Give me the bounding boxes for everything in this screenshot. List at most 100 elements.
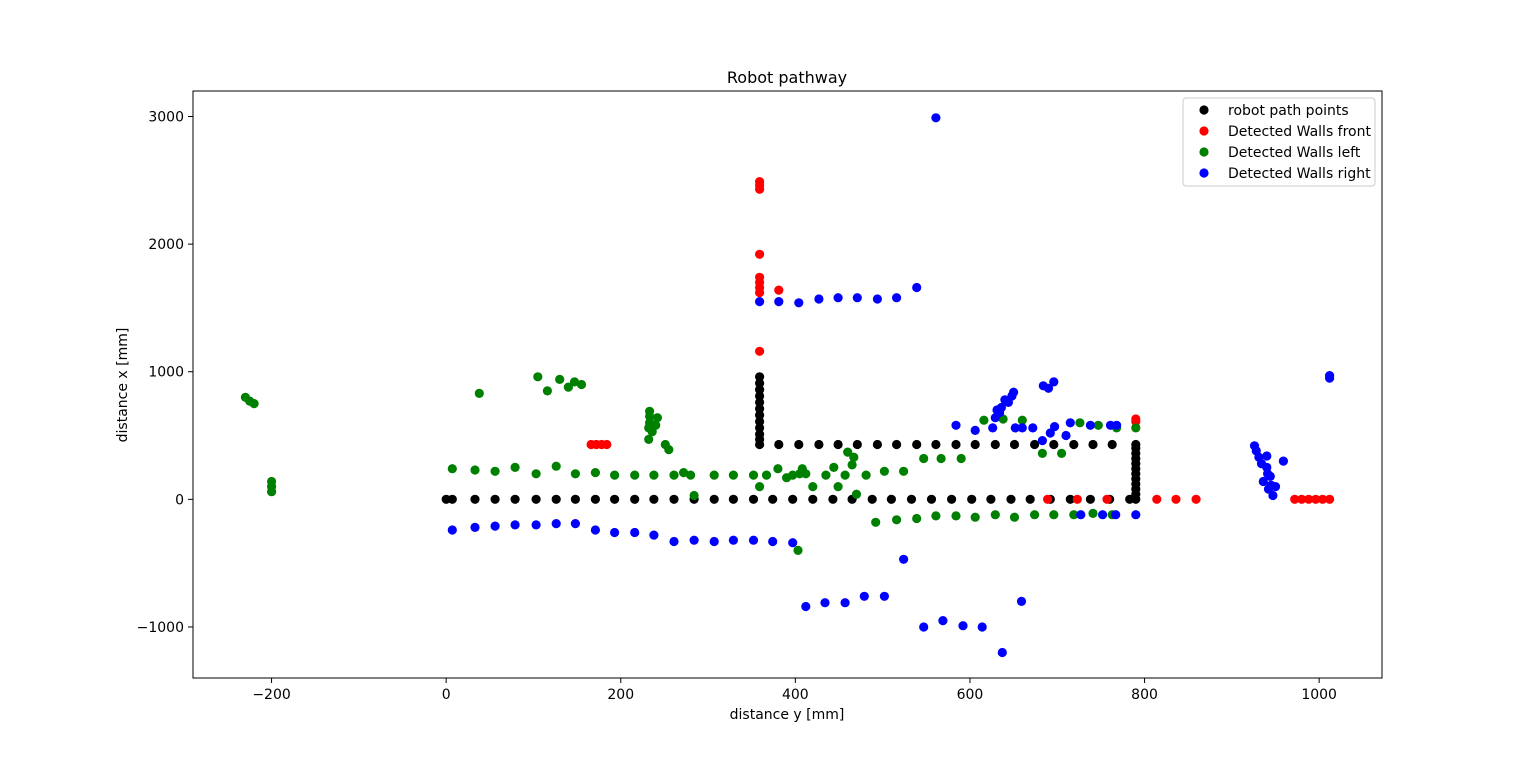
scatter-point	[1258, 476, 1268, 487]
scatter-point	[755, 346, 765, 356]
scatter-point	[755, 410, 765, 420]
scatter-point	[1030, 439, 1040, 450]
scatter-point	[470, 522, 480, 533]
scatter-point	[490, 466, 500, 476]
scatter-point	[892, 515, 902, 525]
scatter-point	[1093, 420, 1103, 430]
scatter-point	[938, 616, 948, 626]
scatter-point	[919, 453, 929, 464]
scatter-point	[840, 598, 850, 608]
scatter-point	[951, 511, 961, 521]
scatter-point	[474, 388, 484, 398]
scatter-point	[788, 470, 798, 480]
scatter-point	[1297, 494, 1307, 504]
scatter-point	[531, 520, 541, 530]
scatter-point	[755, 482, 765, 492]
scatter-point	[1009, 512, 1020, 522]
legend-marker	[1199, 126, 1209, 136]
scatter-point	[728, 494, 739, 504]
scatter-point	[1088, 439, 1098, 450]
scatter-point	[1025, 494, 1035, 504]
scatter-point	[808, 482, 818, 492]
scatter-point	[906, 494, 917, 504]
scatter-point	[602, 439, 612, 450]
scatter-point	[794, 439, 804, 450]
scatter-point	[563, 382, 574, 392]
scatter-point	[970, 439, 980, 450]
scatter-point	[576, 379, 587, 390]
scatter-point	[931, 113, 941, 123]
scatter-point	[755, 429, 765, 439]
scatter-point	[990, 510, 1000, 520]
scatter-point	[1043, 383, 1054, 393]
scatter-point	[1325, 371, 1335, 381]
scatter-point	[1065, 494, 1075, 504]
y-tick-label: 1000	[148, 365, 184, 381]
scatter-point	[267, 476, 277, 487]
scatter-point	[793, 545, 803, 556]
scatter-point	[936, 453, 946, 464]
scatter-point	[1049, 510, 1059, 520]
y-axis: −1000 0 1000 2000 3000	[137, 110, 193, 636]
y-axis-label: distance x [mm]	[115, 328, 131, 443]
scatter-point	[649, 470, 659, 480]
legend-marker	[1199, 105, 1209, 115]
scatter-point	[1131, 439, 1141, 450]
plot-frame	[192, 90, 1383, 679]
scatter-point	[510, 462, 520, 472]
scatter-point	[669, 470, 679, 480]
scatter-point	[447, 494, 457, 504]
scatter-point	[1017, 415, 1027, 425]
scatter-point	[755, 177, 765, 187]
scatter-point	[1016, 596, 1027, 607]
scatter-point	[755, 423, 765, 433]
scatter-point	[689, 490, 699, 501]
scatter-point	[970, 512, 980, 522]
scatter-point	[951, 439, 961, 450]
scatter-point	[470, 494, 480, 504]
scatter-point	[709, 494, 719, 504]
scatter-point	[847, 460, 857, 470]
scatter-point	[1171, 494, 1181, 504]
scatter-point	[1131, 414, 1141, 424]
scatter-point	[859, 591, 869, 601]
scatter-point	[748, 494, 759, 504]
scatter-point	[1107, 439, 1117, 450]
scatter-point	[755, 378, 765, 388]
scatter-point	[1069, 510, 1079, 520]
scatter-point	[590, 525, 601, 535]
scatter-point	[872, 439, 883, 450]
scatter-point	[986, 494, 996, 504]
scatter-point	[1057, 448, 1067, 458]
scatter-point	[912, 513, 922, 524]
scatter-point	[788, 538, 798, 548]
scatter-point	[977, 622, 987, 632]
scatter-point	[833, 439, 843, 450]
legend-marker	[1199, 168, 1209, 178]
scatter-point	[931, 439, 941, 450]
scatter-point	[871, 517, 881, 527]
scatter-point	[755, 272, 765, 282]
scatter-point	[990, 439, 1000, 450]
x-tick-label: 1000	[1301, 687, 1337, 703]
scatter-point	[979, 415, 989, 425]
scatter-point	[1268, 490, 1278, 501]
scatter-point	[1278, 456, 1288, 466]
scatter-point	[1017, 423, 1027, 433]
scatter-point	[1037, 436, 1047, 446]
scatter-point	[867, 494, 877, 504]
y-tick-label: −1000	[137, 620, 184, 636]
scatter-point	[956, 453, 966, 464]
legend-label: Detected Walls front	[1228, 124, 1371, 140]
legend-label: robot path points	[1228, 103, 1349, 119]
scatter-point	[947, 494, 957, 504]
scatter-point	[951, 420, 961, 430]
scatter-point	[630, 470, 640, 480]
scatter-point	[1290, 494, 1300, 504]
scatter-point	[510, 520, 520, 530]
scatter-point	[967, 494, 977, 504]
scatter-point	[852, 293, 862, 303]
scatter-point	[570, 469, 581, 479]
scatter-point	[849, 452, 859, 462]
scatter-point	[1030, 510, 1040, 520]
